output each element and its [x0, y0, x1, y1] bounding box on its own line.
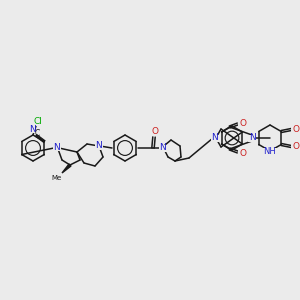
FancyBboxPatch shape: [159, 145, 167, 152]
Polygon shape: [62, 164, 71, 173]
FancyBboxPatch shape: [151, 130, 159, 136]
FancyBboxPatch shape: [238, 150, 246, 156]
Text: O: O: [293, 125, 300, 134]
FancyBboxPatch shape: [25, 126, 35, 133]
FancyBboxPatch shape: [53, 143, 61, 151]
FancyBboxPatch shape: [248, 134, 256, 142]
FancyBboxPatch shape: [32, 118, 44, 125]
Text: NH: NH: [264, 146, 276, 155]
FancyBboxPatch shape: [211, 134, 219, 142]
Text: O: O: [239, 149, 246, 158]
FancyBboxPatch shape: [263, 148, 277, 154]
FancyBboxPatch shape: [291, 127, 299, 133]
FancyBboxPatch shape: [291, 143, 299, 149]
Text: O: O: [152, 128, 158, 136]
Text: N: N: [96, 142, 102, 151]
Text: N: N: [212, 134, 218, 142]
FancyBboxPatch shape: [238, 120, 246, 126]
Text: N: N: [249, 134, 255, 142]
Text: N: N: [160, 143, 167, 152]
Text: Cl: Cl: [34, 118, 42, 127]
FancyBboxPatch shape: [51, 174, 61, 180]
Text: C: C: [34, 129, 39, 138]
FancyBboxPatch shape: [95, 142, 103, 149]
Text: O: O: [239, 118, 246, 127]
Text: N: N: [29, 125, 36, 134]
Text: Me: Me: [52, 175, 62, 181]
Text: O: O: [293, 142, 300, 151]
Text: N: N: [54, 142, 60, 152]
